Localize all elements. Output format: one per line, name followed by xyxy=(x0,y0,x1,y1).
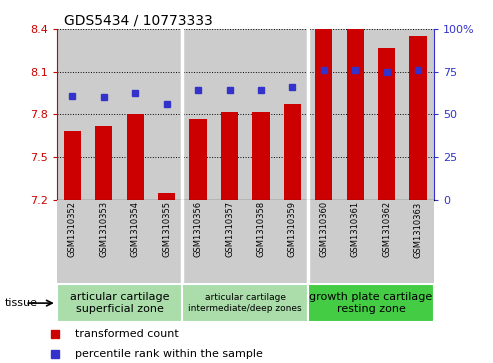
Text: percentile rank within the sample: percentile rank within the sample xyxy=(74,349,262,359)
Text: articular cartilage
superficial zone: articular cartilage superficial zone xyxy=(70,292,169,314)
Bar xyxy=(277,29,308,200)
Text: growth plate cartilage
resting zone: growth plate cartilage resting zone xyxy=(310,292,433,314)
Bar xyxy=(308,200,340,283)
Text: GSM1310354: GSM1310354 xyxy=(131,201,140,257)
Bar xyxy=(371,29,402,200)
Bar xyxy=(402,200,434,283)
Bar xyxy=(119,200,151,283)
Bar xyxy=(252,111,270,200)
Bar xyxy=(214,29,246,200)
Bar xyxy=(57,29,88,200)
Text: GSM1310352: GSM1310352 xyxy=(68,201,77,257)
Bar xyxy=(340,29,371,200)
Text: GSM1310361: GSM1310361 xyxy=(351,201,360,257)
Text: GSM1310356: GSM1310356 xyxy=(194,201,203,257)
Bar xyxy=(340,200,371,283)
Bar xyxy=(402,29,434,200)
Bar xyxy=(151,200,182,283)
Text: GSM1310363: GSM1310363 xyxy=(414,201,423,258)
Text: GSM1310355: GSM1310355 xyxy=(162,201,171,257)
Text: GSM1310358: GSM1310358 xyxy=(256,201,266,257)
Bar xyxy=(151,29,182,200)
Bar xyxy=(347,29,364,200)
Text: GDS5434 / 10773333: GDS5434 / 10773333 xyxy=(64,14,213,28)
Bar xyxy=(410,36,427,200)
Text: tissue: tissue xyxy=(5,298,38,308)
Bar xyxy=(57,200,88,283)
Bar xyxy=(214,200,246,283)
Bar xyxy=(88,200,119,283)
Bar xyxy=(371,200,402,283)
Bar xyxy=(315,29,332,200)
Text: GSM1310359: GSM1310359 xyxy=(288,201,297,257)
Bar xyxy=(95,126,112,200)
Text: transformed count: transformed count xyxy=(74,329,178,339)
Bar xyxy=(182,200,214,283)
Bar xyxy=(57,284,182,322)
Bar xyxy=(308,29,340,200)
Bar xyxy=(127,114,144,200)
Text: articular cartilage
intermediate/deep zones: articular cartilage intermediate/deep zo… xyxy=(188,293,302,313)
Bar xyxy=(88,29,119,200)
Bar xyxy=(64,131,81,200)
Bar xyxy=(284,105,301,200)
Text: GSM1310360: GSM1310360 xyxy=(319,201,328,257)
Bar xyxy=(189,119,207,200)
Bar xyxy=(182,29,214,200)
Bar xyxy=(221,111,238,200)
Bar xyxy=(182,284,308,322)
Bar xyxy=(245,200,277,283)
Text: GSM1310362: GSM1310362 xyxy=(382,201,391,257)
Bar xyxy=(245,29,277,200)
Bar xyxy=(119,29,151,200)
Bar xyxy=(277,200,308,283)
Text: GSM1310357: GSM1310357 xyxy=(225,201,234,257)
Bar xyxy=(378,48,395,200)
Text: GSM1310353: GSM1310353 xyxy=(99,201,108,257)
Bar xyxy=(158,192,176,200)
Bar xyxy=(308,284,434,322)
